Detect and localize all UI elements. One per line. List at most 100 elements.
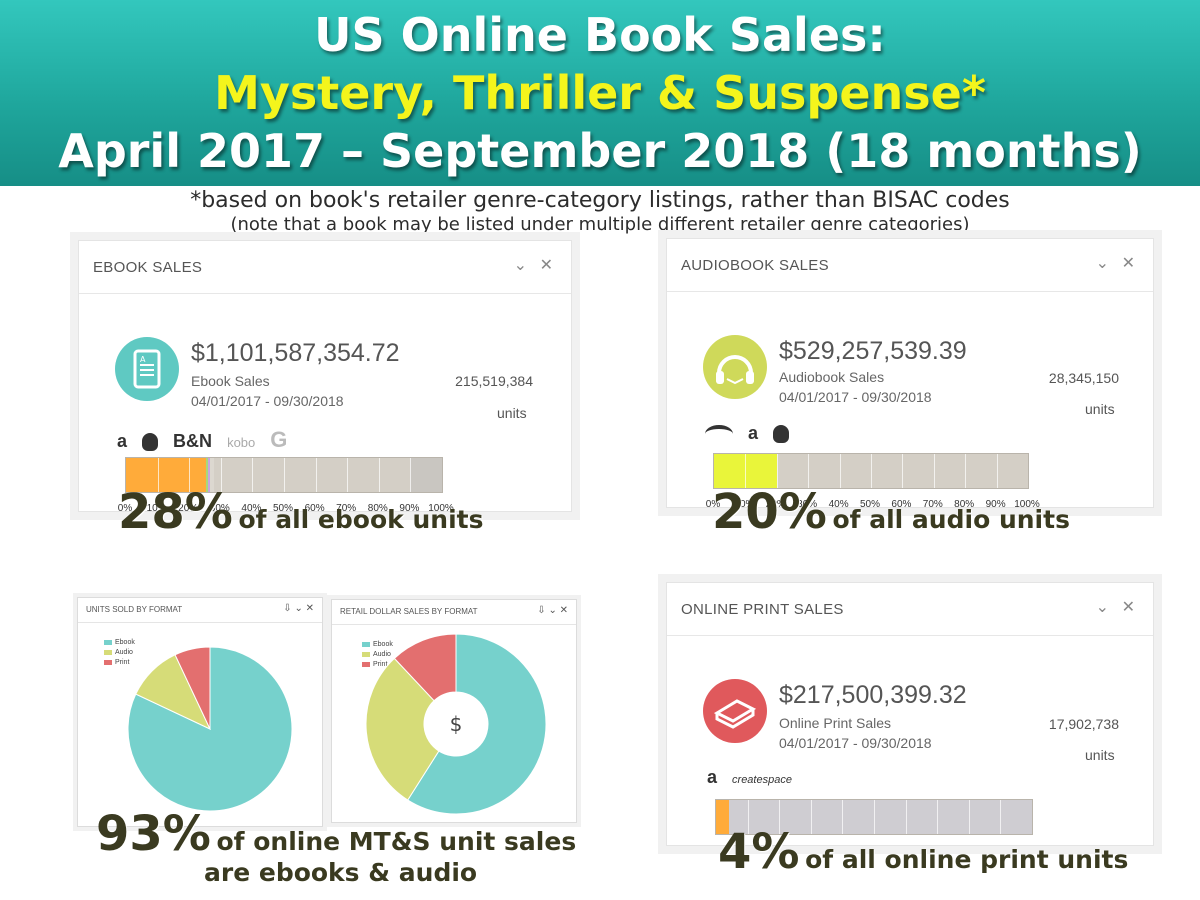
units-by-format-panel: UNITS SOLD BY FORMAT ⇩ ⌄ ✕ Ebook Audio P…	[77, 597, 323, 827]
axis-tick-label: 10%	[734, 499, 755, 510]
pie-slice-audio	[365, 657, 440, 801]
axis-tick-label: 60%	[304, 503, 325, 514]
legend-swatch	[362, 641, 370, 647]
axis-tick-label: 10%	[146, 503, 167, 514]
footnote-2: (note that a book may be listed under mu…	[230, 214, 970, 235]
bar-gridline	[965, 454, 967, 488]
bar-gridline	[874, 800, 875, 834]
bar-gridline	[808, 454, 810, 488]
axis-tick-label: 0%	[705, 499, 721, 510]
panel-controls[interactable]: ⇩ ⌄ ✕	[283, 603, 314, 614]
axis-tick-label: 70%	[336, 503, 357, 514]
legend-swatch	[362, 651, 370, 657]
apple-logo-icon	[773, 425, 790, 444]
close-icon[interactable]: ✕	[1121, 255, 1135, 272]
axis-tick-label: 20%	[178, 503, 199, 514]
callout-percent: 20%	[712, 484, 827, 540]
format-callout: 93% of online MT&S unit sales	[96, 806, 576, 862]
legend-item-print: Print	[104, 658, 135, 668]
legend-swatch	[104, 659, 112, 665]
amazon-logo-icon: a	[748, 423, 759, 443]
bar-gridline	[968, 800, 970, 834]
panel-title: AUDIOBOOK SALES	[681, 257, 829, 274]
bar-gridline	[996, 454, 998, 488]
panel-header: EBOOK SALES ⌄ ✕	[79, 241, 571, 294]
units-label: units	[497, 405, 527, 421]
close-icon[interactable]: ✕	[539, 257, 553, 274]
audio-share-bar	[713, 453, 1029, 489]
chevron-down-icon[interactable]: ⌄	[513, 257, 527, 274]
audio-units: 28,345,150	[1048, 370, 1119, 386]
ebook-date-range: 04/01/2017 - 09/30/2018	[191, 393, 344, 409]
axis-tick-label: 40%	[241, 503, 262, 514]
bar-gridline	[284, 458, 285, 492]
title-banner: US Online Book Sales: Mystery, Thriller …	[0, 0, 1200, 186]
units-pie-chart	[127, 646, 293, 812]
audio-label: Audiobook Sales	[779, 369, 885, 385]
legend-item-ebook: Ebook	[104, 638, 135, 648]
retailer-logos: a createspace	[707, 767, 802, 788]
axis-tick-label: 70%	[922, 499, 943, 510]
bar-gridline	[347, 458, 349, 492]
panel-controls[interactable]: ⇩ ⌄ ✕	[537, 605, 568, 616]
audio-date-range: 04/01/2017 - 09/30/2018	[779, 389, 932, 405]
bar-gridline	[157, 458, 159, 492]
callout-text: of all audio units	[832, 505, 1070, 534]
print-book-icon	[703, 679, 767, 743]
axis-tick-label: 0%	[117, 503, 133, 514]
google-logo-icon: G	[270, 427, 288, 452]
axis-tick-label: 40%	[828, 499, 849, 510]
axis-tick-label: 90%	[985, 499, 1006, 510]
bar-gridline	[776, 454, 778, 488]
barnes-noble-logo-icon: B&N	[173, 431, 213, 451]
callout-text: are ebooks & audio	[204, 858, 478, 887]
close-icon[interactable]: ✕	[1121, 599, 1135, 616]
bar-gridline	[220, 458, 222, 492]
audio-amount: $529,257,539.39	[779, 337, 967, 365]
units-label: units	[1085, 401, 1115, 417]
axis-tick-label: 50%	[859, 499, 881, 510]
axis-tick-label: 50%	[272, 503, 294, 514]
print-label: Online Print Sales	[779, 715, 892, 731]
bar-gridline	[189, 458, 191, 492]
audio-callout: 20% of all audio units	[712, 484, 1070, 540]
bar-gridline	[315, 458, 317, 492]
bar-gridline	[779, 800, 781, 834]
print-callout: 4% of all online print units	[718, 824, 1128, 880]
panel-header: AUDIOBOOK SALES ⌄ ✕	[667, 239, 1153, 292]
bar-gridline	[937, 800, 939, 834]
pie-legend: Ebook Audio Print	[362, 640, 393, 670]
print-share-bar	[715, 799, 1033, 835]
bar-segment-3	[209, 458, 215, 492]
amazon-logo-icon: a	[707, 767, 718, 787]
ebook-reader-icon: A	[115, 337, 179, 401]
axis-tick-label: 80%	[367, 503, 388, 514]
chevron-down-icon[interactable]: ⌄	[1095, 255, 1109, 272]
panel-header: ONLINE PRINT SALES ⌄ ✕	[667, 583, 1153, 636]
panel-title: ONLINE PRINT SALES	[681, 601, 844, 618]
bar-gridline	[410, 458, 412, 492]
svg-text:A: A	[140, 355, 146, 364]
axis-tick-label: 20%	[765, 499, 786, 510]
legend-item-ebook: Ebook	[362, 640, 393, 650]
footnote-1: *based on book's retailer genre-category…	[190, 188, 1010, 213]
bar-gridline	[933, 454, 935, 488]
ebook-units: 215,519,384	[455, 373, 533, 389]
pie-slice-ebook	[407, 633, 547, 815]
bar-segment-4	[214, 458, 411, 492]
bar-gridline	[905, 800, 907, 834]
retailer-logos: a	[705, 423, 799, 444]
callout-text: of all ebook units	[238, 505, 484, 534]
bar-gridline	[902, 454, 904, 488]
ebook-callout: 28% of all ebook units	[118, 484, 483, 540]
axis-tick-label: 90%	[399, 503, 420, 514]
bar-segment-2	[207, 458, 210, 492]
title-line-3: April 2017 – September 2018 (18 months)	[58, 124, 1142, 178]
dollar-sales-by-format-panel: RETAIL DOLLAR SALES BY FORMAT ⇩ ⌄ ✕ Eboo…	[331, 599, 577, 823]
title-line-1: US Online Book Sales:	[314, 8, 886, 62]
chevron-down-icon[interactable]: ⌄	[1095, 599, 1109, 616]
panel-header: UNITS SOLD BY FORMAT ⇩ ⌄ ✕	[78, 598, 322, 623]
bar-gridline	[747, 800, 749, 834]
bar-segment-0	[716, 800, 729, 834]
bar-gridline	[810, 800, 812, 834]
